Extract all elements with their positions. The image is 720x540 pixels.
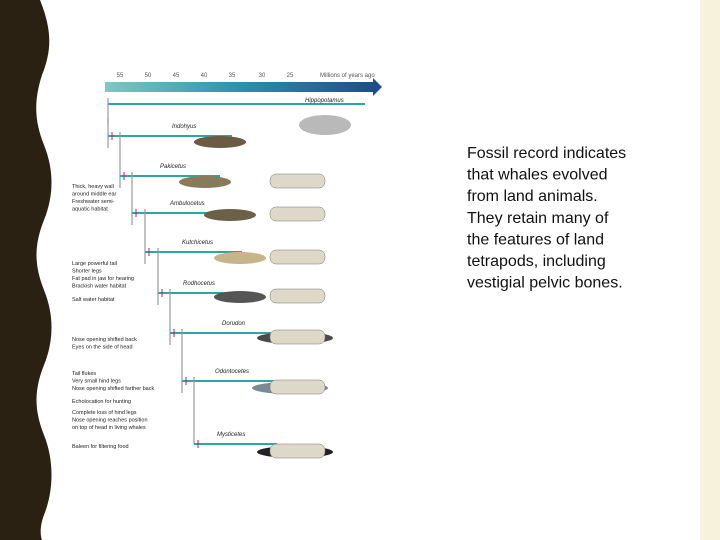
skull xyxy=(269,288,326,304)
time-tick: 45 xyxy=(173,73,180,79)
body-text: tetrapods, including xyxy=(467,253,606,270)
trait-label: Freshwater semi- xyxy=(72,199,115,205)
taxon-label: Rodhocetus xyxy=(183,281,215,287)
skull xyxy=(269,249,326,265)
animal xyxy=(299,115,351,135)
body-text: vestigial pelvic bones. xyxy=(467,275,623,292)
trait-label: Complete loss of hind legs xyxy=(72,410,137,416)
taxon-label: Mysticetes xyxy=(217,432,245,438)
trait-label: Fat pad in jaw for hearing xyxy=(72,276,134,282)
animal xyxy=(194,136,246,148)
trait-label: Nose opening shifted farther back xyxy=(72,386,154,392)
time-unit: Millions of years ago xyxy=(320,73,375,79)
figure: 55 50 45 40 35 30 25 Millions of years ago Hippo… xyxy=(68,68,386,472)
trait-label: Baleen for filtering food xyxy=(72,444,129,450)
body-text: They retain many of xyxy=(467,210,609,227)
time-tick: 35 xyxy=(229,73,236,79)
trait-label: aquatic habitat xyxy=(72,207,108,213)
taxon-label: Kutchicetus xyxy=(182,240,213,246)
time-tick: 30 xyxy=(259,73,266,79)
trait-label: around middle ear xyxy=(72,192,117,198)
animal xyxy=(204,209,256,221)
skull xyxy=(269,173,326,189)
body-text: from land animals. xyxy=(467,188,598,205)
skull xyxy=(269,379,326,395)
animal xyxy=(214,252,266,264)
taxon-label: Indohyus xyxy=(172,124,196,130)
time-bar xyxy=(105,82,373,92)
time-tick: 40 xyxy=(201,73,208,79)
trait-label: Very small hind legs xyxy=(72,379,121,385)
skull xyxy=(269,443,326,459)
time-tick: 55 xyxy=(117,73,124,79)
body-text: Fossil record indicates xyxy=(467,145,626,162)
trait-label: Shorter legs xyxy=(72,269,102,275)
taxon-label: Odontocetes xyxy=(215,369,249,375)
trait-label: Nose opening shifted back xyxy=(72,337,137,343)
time-tick: 50 xyxy=(145,73,152,79)
trait-label: Eyes on the side of head xyxy=(72,345,133,351)
time-arrow xyxy=(373,78,382,96)
taxon-label: Hippopotamus xyxy=(305,98,344,104)
skull xyxy=(269,206,326,222)
body-text: the features of land xyxy=(467,231,604,248)
skull xyxy=(269,329,326,345)
trait-label: Thick, heavy wall xyxy=(72,184,114,190)
animal xyxy=(179,176,231,188)
trait-label: on top of head in living whales xyxy=(72,425,146,431)
time-tick: 25 xyxy=(287,73,294,79)
left-border xyxy=(0,0,52,540)
trait-label: Salt water habitat xyxy=(72,297,115,303)
trait-label: Brackish water habitat xyxy=(72,284,127,290)
trait-label: Tail flukes xyxy=(72,371,96,377)
trait-label: Nose opening reaches position xyxy=(72,418,148,424)
trait-label: Large powerful tail xyxy=(72,261,117,267)
taxon-label: Pakicetus xyxy=(160,164,186,170)
right-strip xyxy=(700,0,720,540)
taxon-label: Ambulocetus xyxy=(169,201,205,207)
taxon-label: Dorudon xyxy=(222,321,246,327)
animal xyxy=(214,291,266,303)
trait-label: Echolocation for hunting xyxy=(72,399,131,405)
body-text: that whales evolved xyxy=(467,167,608,184)
